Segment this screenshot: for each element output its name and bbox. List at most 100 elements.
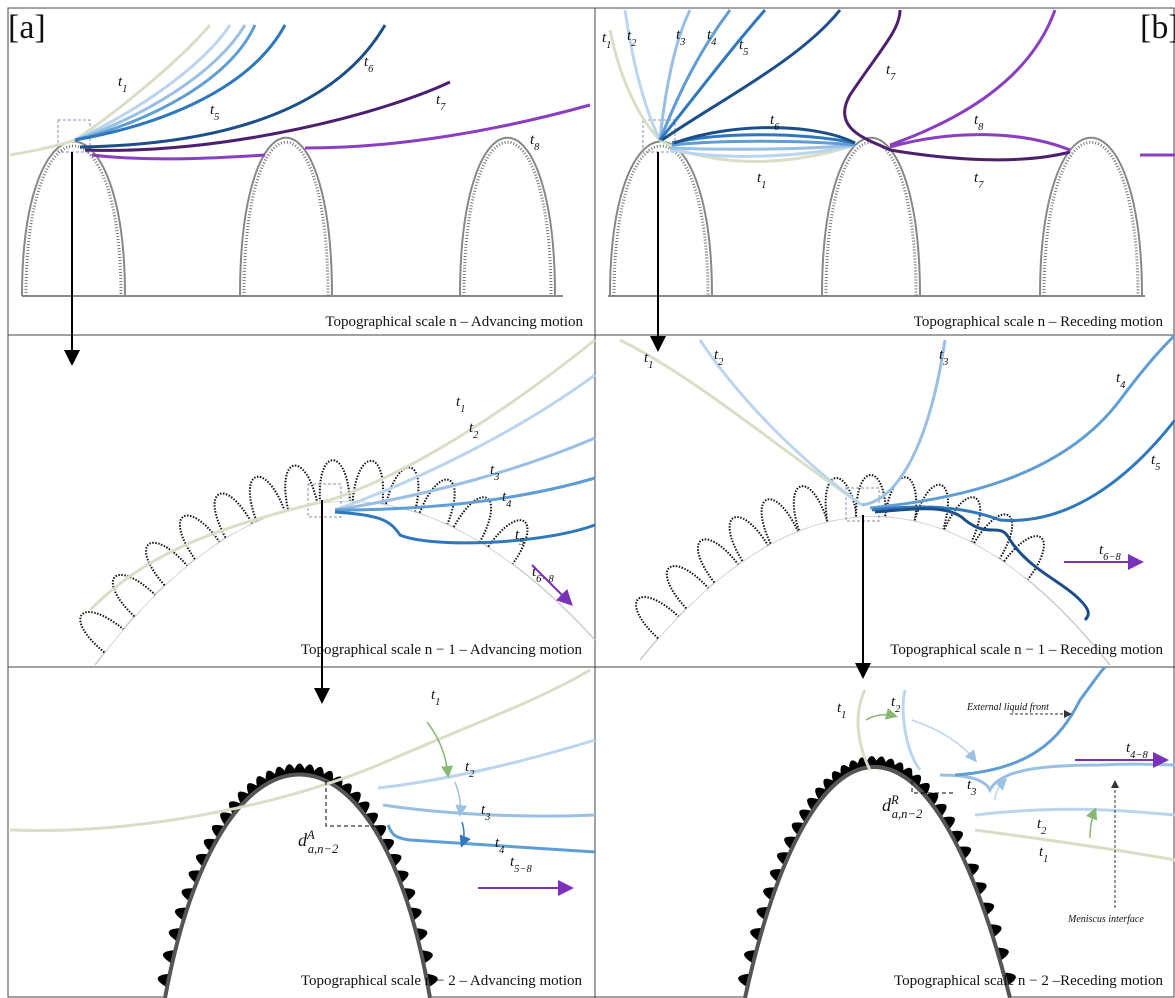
panel-b-n2: t1 t2 t3 t4−8 t2 t1 dR a,n−2 External liquid… <box>738 665 1175 998</box>
label: t3 <box>967 777 976 798</box>
shape <box>9 24 212 157</box>
shape <box>869 333 1175 510</box>
shape <box>377 738 596 790</box>
panel-a-n: t1 t5 t6 t7 t8 [a] Topographical scale n –… <box>8 9 591 366</box>
shape <box>9 668 591 832</box>
shape <box>916 782 930 797</box>
shape <box>426 721 454 778</box>
shape <box>307 483 342 518</box>
shape <box>911 719 977 763</box>
shape <box>698 339 863 507</box>
shape <box>382 803 596 818</box>
shape <box>386 824 596 854</box>
shape <box>74 24 287 142</box>
shape <box>743 765 1012 998</box>
label: t2 <box>1037 816 1047 837</box>
shape <box>760 498 799 544</box>
shape <box>639 515 1111 666</box>
shape <box>531 564 573 606</box>
shape <box>334 510 596 545</box>
shape <box>334 436 596 512</box>
label: [b] <box>1140 9 1175 46</box>
shape <box>865 707 898 721</box>
label: Topographical scale n − 2 –Receding moti… <box>894 973 1164 989</box>
shape <box>24 141 553 297</box>
label: t3 <box>490 462 499 483</box>
label: t5 <box>739 37 748 58</box>
shape <box>459 821 471 848</box>
shape <box>418 478 456 525</box>
shape <box>889 9 1175 157</box>
label: Topographical scale n – Receding motion <box>914 314 1164 330</box>
label: t8 <box>974 112 984 133</box>
label: t4 <box>495 835 505 856</box>
shape <box>318 459 351 503</box>
group <box>79 459 529 654</box>
shape <box>284 464 319 510</box>
shape <box>856 689 1175 862</box>
shape <box>334 476 596 512</box>
label: t2 <box>627 28 637 49</box>
shape <box>861 339 947 507</box>
shape <box>884 476 918 521</box>
label: t1 <box>456 394 465 415</box>
shape <box>609 137 1143 297</box>
frame <box>7 7 1175 998</box>
shape <box>334 373 596 512</box>
label: t3 <box>939 347 948 368</box>
shape <box>874 507 1090 622</box>
panel-b-n: t1 t2 t3 t4 t5 t7 t6 t8 t1 t7 [b] Topographic… <box>602 9 1175 352</box>
shape <box>452 496 492 542</box>
label: External liquid front <box>966 702 1049 713</box>
label: Topographical scale n – Advancing motion <box>325 314 583 330</box>
shape <box>871 419 1175 522</box>
label: t2 <box>465 759 475 780</box>
shape <box>248 475 286 522</box>
shape <box>954 665 1107 777</box>
shape <box>74 24 257 142</box>
label: dR a,n−2 <box>882 793 923 821</box>
shape <box>635 596 680 640</box>
shape <box>608 29 856 163</box>
shape <box>843 9 1071 162</box>
shape <box>1003 535 1045 581</box>
label: t8 <box>530 132 540 153</box>
label: t6 <box>364 54 374 75</box>
shape <box>356 801 370 815</box>
label: t1 <box>1039 844 1048 865</box>
label: t6−8 <box>1099 542 1122 563</box>
label: t1 <box>431 687 440 708</box>
shape <box>612 141 1140 297</box>
label: t7 <box>886 62 896 83</box>
shape <box>74 24 232 142</box>
shape <box>792 485 829 531</box>
shape <box>658 9 856 147</box>
shape <box>88 338 596 612</box>
shape <box>74 24 247 142</box>
label: t5−8 <box>510 854 533 875</box>
label: t2 <box>891 694 901 715</box>
label: t2 <box>714 347 724 368</box>
shape <box>454 781 468 817</box>
shape <box>112 574 156 618</box>
shape <box>1086 807 1098 839</box>
label: t1 <box>118 74 127 95</box>
shape <box>696 538 739 584</box>
label: t5 <box>1151 452 1160 473</box>
shape <box>665 565 709 609</box>
shape <box>163 772 432 998</box>
label: Topographical scale n − 1 – Receding mot… <box>890 642 1163 658</box>
label: t3 <box>481 802 490 823</box>
label: t4−8 <box>1126 740 1149 761</box>
label: [a] <box>8 9 46 46</box>
shape <box>91 103 591 161</box>
label: dA a,n−2 <box>298 828 339 856</box>
label: t1 <box>644 350 653 371</box>
shape <box>939 762 1175 794</box>
panel-b-n1: t1 t2 t3 t4 t5 t6−8 Topographical scale n −… <box>619 333 1175 679</box>
label: t7 <box>974 170 984 191</box>
group <box>635 474 1045 640</box>
label: t4 <box>1116 370 1126 391</box>
shape <box>728 516 769 562</box>
